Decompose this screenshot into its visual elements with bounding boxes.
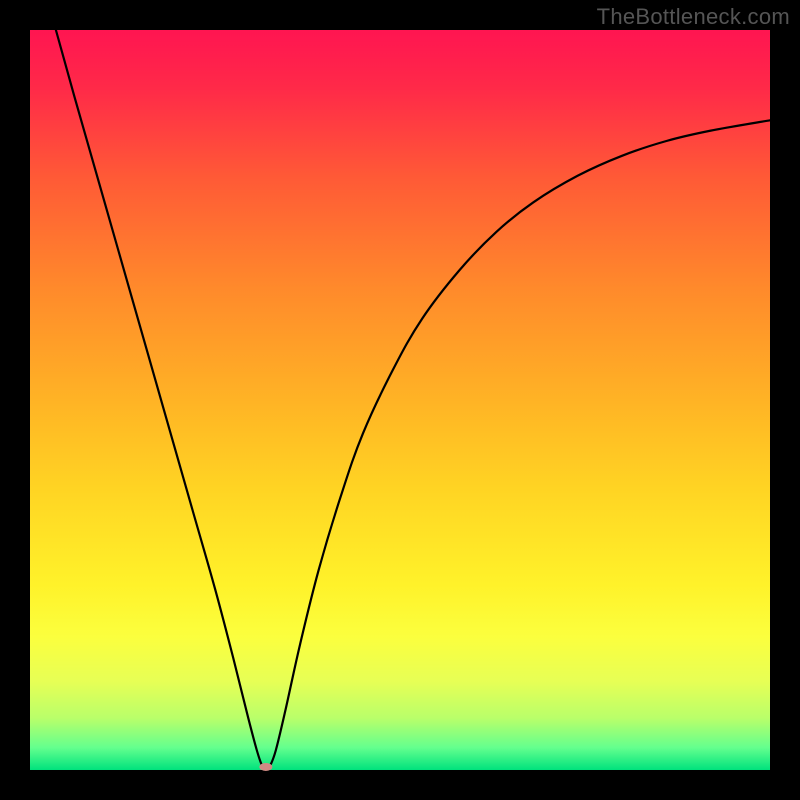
axis-border-left	[0, 0, 30, 800]
axis-border-bottom	[0, 770, 800, 800]
watermark-text: TheBottleneck.com	[597, 4, 790, 30]
plot-area	[30, 30, 770, 770]
axis-border-right	[770, 0, 800, 800]
bottleneck-curve	[30, 30, 770, 770]
chart-frame: TheBottleneck.com	[0, 0, 800, 800]
curve-path	[56, 30, 770, 770]
